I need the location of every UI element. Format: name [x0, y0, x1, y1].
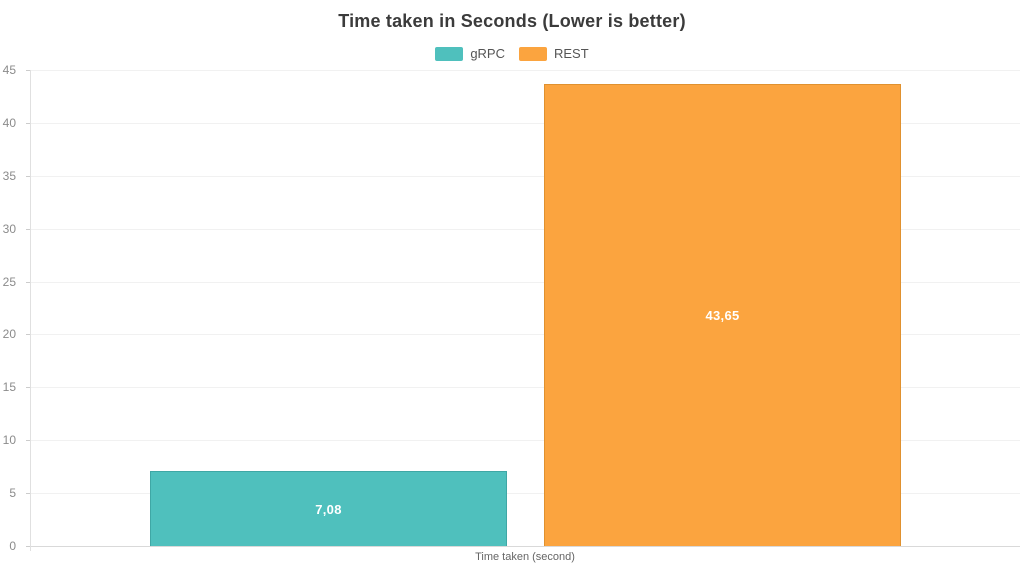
y-tick-label-25: 25 [2, 274, 16, 289]
y-tick-label-35: 35 [2, 168, 16, 183]
bar-grpc: 7,08 [150, 471, 507, 546]
y-tick-mark-30 [26, 228, 30, 230]
gridline-40 [30, 122, 1020, 124]
legend-item-rest[interactable]: REST [519, 46, 589, 61]
gridline-25 [30, 281, 1020, 283]
y-tick-label-0: 0 [9, 539, 16, 553]
y-tick-mark-10 [26, 440, 30, 442]
gridline-30 [30, 228, 1020, 230]
y-tick-mark-25 [26, 281, 30, 283]
y-tick-label-30: 30 [2, 221, 16, 236]
chart-title: Time taken in Seconds (Lower is better) [338, 11, 686, 31]
gridline-5 [30, 493, 1020, 495]
gridline-10 [30, 440, 1020, 442]
y-tick-label-10: 10 [2, 433, 16, 448]
y-tick-label-45: 45 [2, 63, 16, 77]
bar-rest: 43,65 [544, 84, 901, 546]
y-tick-label-15: 15 [2, 380, 16, 395]
x-axis-title: Time taken (second) [475, 551, 575, 563]
y-tick-label-5: 5 [9, 486, 16, 501]
y-tick-mark-0 [26, 546, 30, 547]
y-tick-mark-45 [26, 70, 30, 71]
y-tick-mark-15 [26, 387, 30, 389]
y-tick-mark-20 [26, 334, 30, 336]
legend-label-grpc: gRPC [470, 46, 505, 61]
y-tick-mark-35 [26, 175, 30, 177]
y-tick-mark-40 [26, 122, 30, 124]
bar-value-label-rest: 43,65 [705, 308, 740, 324]
gridline-0 [30, 546, 1020, 547]
bar-value-label-grpc: 7,08 [315, 501, 342, 517]
chart-legend: gRPC REST [0, 46, 1024, 61]
y-tick-label-40: 40 [2, 115, 16, 130]
legend-swatch-grpc-icon [435, 46, 464, 61]
legend-item-grpc[interactable]: gRPC [435, 46, 505, 61]
gridline-15 [30, 387, 1020, 389]
legend-swatch-rest-icon [519, 46, 547, 61]
y-axis-line [30, 70, 31, 551]
gridline-20 [30, 334, 1020, 336]
gridline-45 [30, 70, 1020, 71]
legend-label-rest: REST [554, 46, 589, 61]
plot-area: 0 5 10 15 20 25 30 35 40 45 7,08 43,65 [3, 63, 1020, 553]
gridline-35 [30, 175, 1020, 177]
y-tick-label-20: 20 [2, 327, 16, 342]
y-tick-mark-5 [26, 493, 30, 495]
